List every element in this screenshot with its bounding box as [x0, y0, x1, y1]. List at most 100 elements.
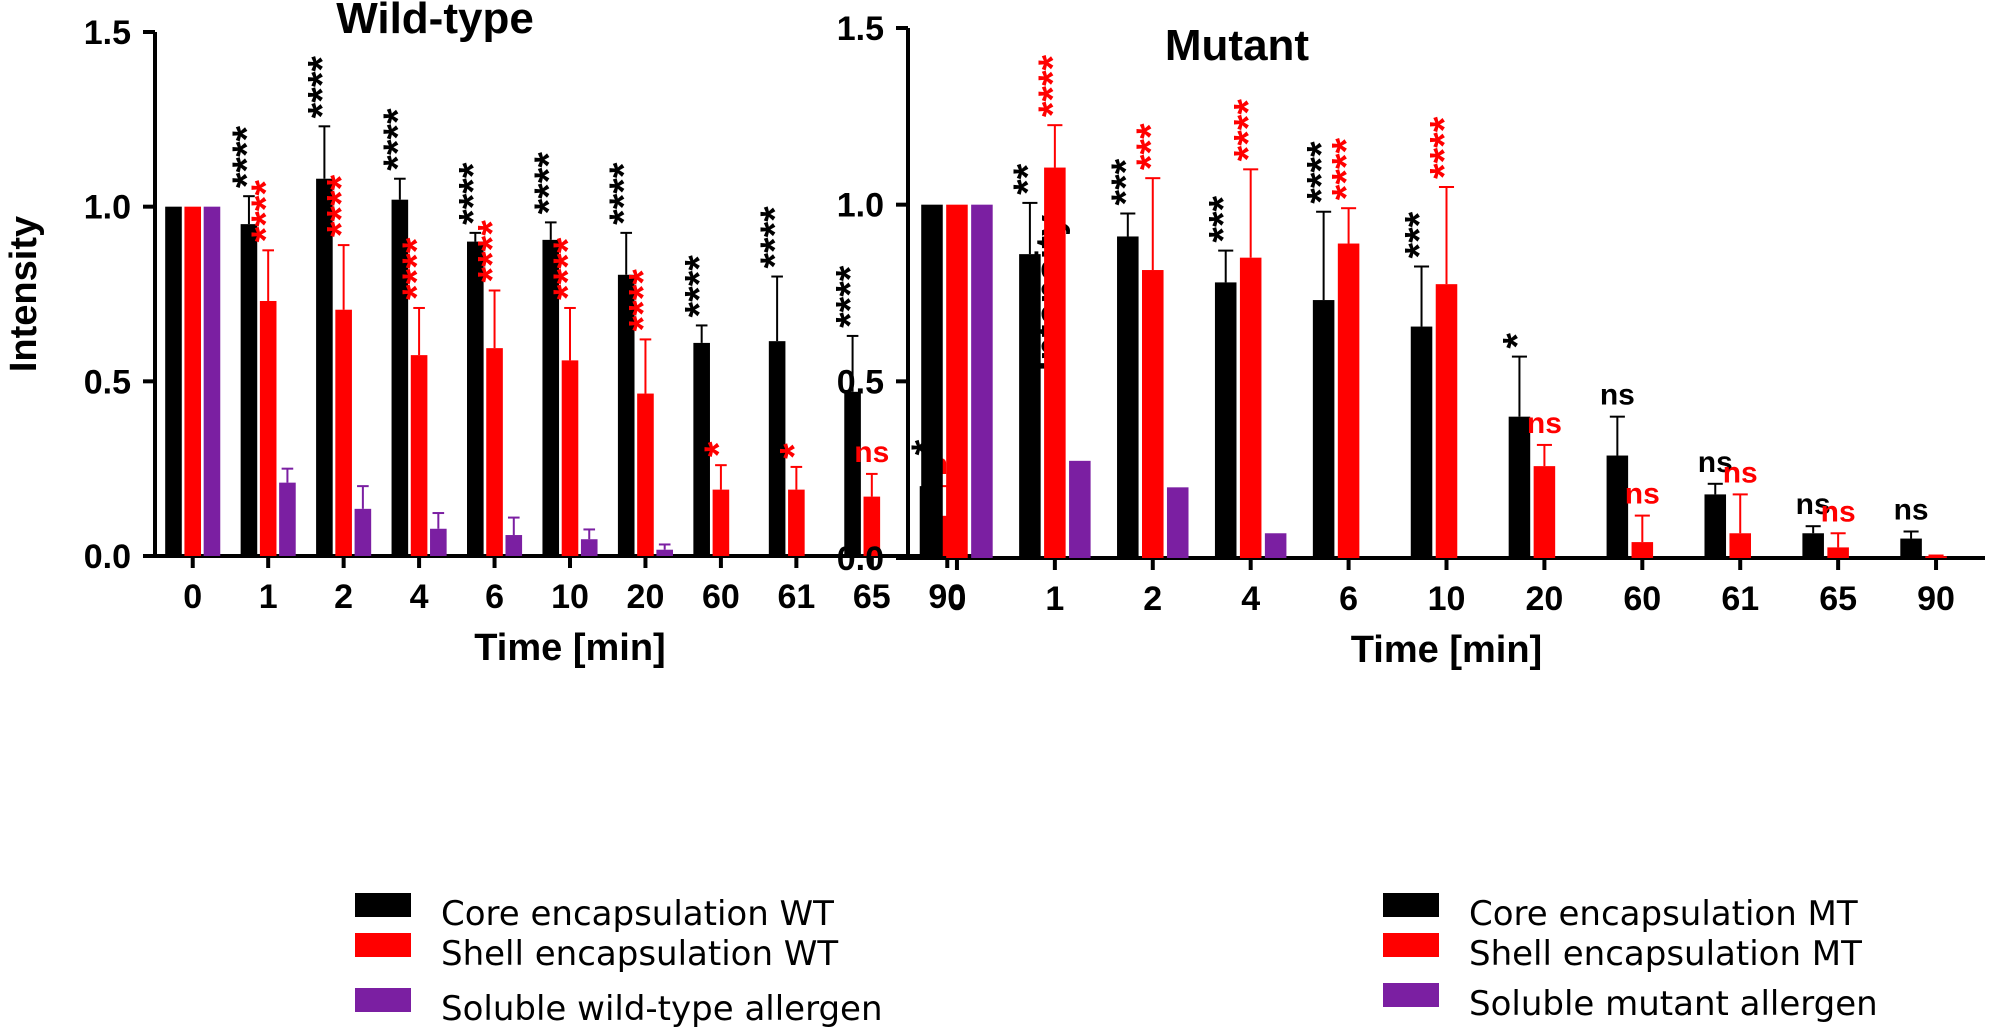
- bar-core-encapsulation-mt: [1606, 455, 1629, 558]
- significance-label: ***: [1202, 195, 1246, 242]
- x-tick-label: 20: [627, 578, 665, 616]
- significance-label: ****: [1300, 141, 1344, 204]
- bar-shell-encapsulation-wt: [863, 496, 881, 556]
- bar-shell-encapsulation-wt: [637, 393, 654, 556]
- significance-label: *: [1495, 333, 1539, 349]
- bar-shell-encapsulation-mt: [1925, 556, 1947, 558]
- x-tick-label: 10: [551, 578, 589, 616]
- significance-label: ns: [1600, 379, 1635, 412]
- bar-soluble-wild-type-allergen: [505, 535, 523, 556]
- significance-label: ****: [1031, 54, 1075, 117]
- x-tick-label: 65: [1819, 580, 1857, 618]
- bar-core-encapsulation-mt: [1508, 416, 1531, 558]
- significance-label: ****: [225, 125, 269, 188]
- bar-shell-encapsulation-wt: [486, 348, 503, 556]
- bar-soluble-wild-type-allergen: [580, 539, 598, 556]
- x-tick-label: 61: [777, 578, 815, 616]
- x-tick-label: 1: [1045, 580, 1064, 618]
- x-axis-label: Time [min]: [474, 627, 665, 669]
- bar-shell-encapsulation-wt: [259, 300, 277, 556]
- y-tick-label: 1.5: [837, 10, 884, 48]
- significance-label: ****: [395, 237, 439, 300]
- x-axis-label: Time [min]: [1351, 629, 1542, 671]
- significance-label: ****: [1325, 138, 1369, 201]
- bar-core-encapsulation-wt: [617, 274, 635, 556]
- legend-label: Core encapsulation WT: [441, 894, 834, 934]
- bar-soluble-wild-type-allergen: [656, 549, 673, 556]
- legend-label: Core encapsulation MT: [1469, 894, 1858, 934]
- legend-swatch: [1383, 893, 1439, 917]
- x-tick-label: 4: [1241, 580, 1260, 618]
- x-tick-label: 0: [947, 580, 966, 618]
- y-tick-label: 0.5: [84, 363, 131, 401]
- bar-core-encapsulation-mt: [1900, 538, 1922, 558]
- x-tick-label: 60: [702, 578, 740, 616]
- y-axis-label: Intensity: [3, 216, 45, 372]
- bar-core-encapsulation-mt: [1117, 236, 1139, 558]
- y-tick-label: 0.5: [837, 363, 884, 401]
- significance-label: ***: [1104, 158, 1148, 205]
- significance-label: ****: [546, 237, 590, 300]
- significance-label: ***: [1398, 211, 1442, 258]
- x-tick-label: 61: [1721, 580, 1759, 618]
- bar-core-encapsulation-wt: [467, 241, 484, 556]
- significance-label: ns: [854, 436, 889, 469]
- bar-soluble-wild-type-allergen: [354, 508, 372, 556]
- significance-label: ****: [527, 152, 571, 215]
- significance-label: ****: [300, 56, 344, 119]
- significance-label: ****: [320, 174, 364, 237]
- x-tick-label: 6: [485, 578, 504, 616]
- x-tick-label: 0: [183, 578, 202, 616]
- x-tick-label: 2: [1143, 580, 1162, 618]
- x-tick-label: 6: [1339, 580, 1358, 618]
- significance-label: ****: [829, 265, 873, 328]
- bar-core-encapsulation-mt: [1312, 300, 1335, 558]
- bar-shell-encapsulation-mt: [1435, 284, 1458, 558]
- bar-core-encapsulation-mt: [921, 204, 943, 558]
- bar-shell-encapsulation-mt: [946, 204, 968, 558]
- significance-label: *: [697, 441, 741, 457]
- bar-shell-encapsulation-mt: [1239, 257, 1262, 558]
- significance-label: ****: [376, 108, 420, 171]
- bar-core-encapsulation-wt: [768, 341, 786, 556]
- significance-label: ****: [1227, 99, 1271, 162]
- bar-core-encapsulation-wt: [316, 178, 333, 556]
- bar-shell-encapsulation-mt: [1827, 547, 1849, 558]
- chart-title: Wild-type: [336, 0, 534, 43]
- significance-label: ns: [1821, 495, 1856, 528]
- bar-core-encapsulation-wt: [542, 239, 560, 556]
- legend-swatch: [1383, 933, 1439, 957]
- significance-label: ***: [1129, 123, 1173, 170]
- bar-shell-encapsulation-mt: [1729, 533, 1751, 558]
- bar-shell-encapsulation-wt: [410, 355, 428, 556]
- x-tick-label: 90: [928, 578, 966, 616]
- bar-shell-encapsulation-wt: [184, 206, 202, 556]
- bar-core-encapsulation-mt: [1410, 326, 1433, 558]
- significance-label: ****: [621, 269, 665, 332]
- x-tick-label: 20: [1525, 580, 1563, 618]
- y-tick-label: 1.0: [837, 187, 884, 225]
- significance-label: ****: [244, 180, 288, 243]
- significance-label: ****: [1423, 116, 1467, 179]
- x-tick-label: 65: [853, 578, 891, 616]
- legend-label: Shell encapsulation WT: [441, 934, 838, 974]
- significance-label: ns: [1796, 488, 1831, 521]
- bar-core-encapsulation-wt: [240, 224, 258, 556]
- x-tick-label: 60: [1623, 580, 1661, 618]
- y-tick-label: 1.5: [84, 14, 131, 52]
- x-tick-label: 90: [1917, 580, 1955, 618]
- legend-label: Soluble wild-type allergen: [441, 989, 883, 1029]
- significance-label: **: [1006, 163, 1050, 195]
- y-tick-label: 0.0: [84, 538, 131, 576]
- x-tick-label: 4: [410, 578, 429, 616]
- legend-swatch: [355, 933, 411, 957]
- significance-label: ****: [678, 255, 722, 318]
- bar-soluble-mutant-allergen: [1069, 460, 1091, 558]
- significance-label: ****: [451, 162, 495, 225]
- x-tick-label: 2: [334, 578, 353, 616]
- x-tick-label: 1: [259, 578, 278, 616]
- significance-label: ns: [1698, 446, 1733, 479]
- legend-label: Soluble mutant allergen: [1469, 984, 1878, 1024]
